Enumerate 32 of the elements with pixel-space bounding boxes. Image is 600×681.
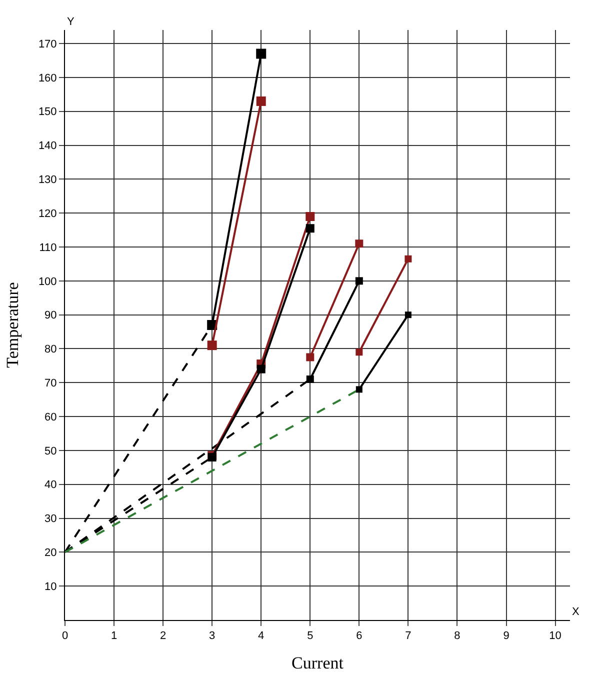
x-tick-label: 3 bbox=[209, 630, 216, 642]
y-tick-label: 70 bbox=[44, 377, 57, 390]
y-tick-label: 120 bbox=[38, 208, 57, 220]
y-axis-title: Temperature bbox=[2, 282, 22, 368]
x-tick-label: 8 bbox=[454, 630, 460, 642]
text: Y bbox=[67, 16, 75, 28]
x-tick-label: 9 bbox=[503, 630, 510, 642]
y-tick-label: 20 bbox=[44, 547, 57, 560]
y-tick-label: 110 bbox=[39, 242, 57, 254]
x-tick-label: 7 bbox=[405, 630, 412, 642]
y-tick-label: 160 bbox=[38, 72, 57, 84]
x-tick-label: 5 bbox=[307, 630, 314, 642]
y-tick-label: 170 bbox=[38, 38, 57, 50]
x-tick-label: 6 bbox=[356, 630, 362, 642]
y-tick-label: 50 bbox=[44, 445, 57, 458]
x-tick-label: 1 bbox=[110, 630, 118, 642]
y-tick-label: 140 bbox=[38, 140, 57, 152]
x-tick-label: 10 bbox=[549, 630, 562, 642]
y-tick-label: 80 bbox=[44, 344, 57, 356]
y-tick-label: 40 bbox=[44, 479, 57, 492]
y-tick-label: 100 bbox=[38, 276, 57, 288]
x-tick-label: 2 bbox=[160, 630, 166, 642]
y-tick-label: 150 bbox=[38, 106, 57, 118]
y-tick-label: 30 bbox=[44, 513, 57, 526]
y-tick-label: 90 bbox=[44, 310, 57, 322]
y-tick-label: 130 bbox=[38, 174, 57, 186]
y-tick-label: 10 bbox=[44, 580, 57, 593]
x-axis-title: Current bbox=[292, 654, 344, 673]
x-tick-label: 4 bbox=[258, 630, 264, 642]
x-tick-label: 0 bbox=[62, 630, 68, 642]
y-tick-label: 60 bbox=[44, 411, 57, 424]
text: X bbox=[572, 606, 580, 618]
